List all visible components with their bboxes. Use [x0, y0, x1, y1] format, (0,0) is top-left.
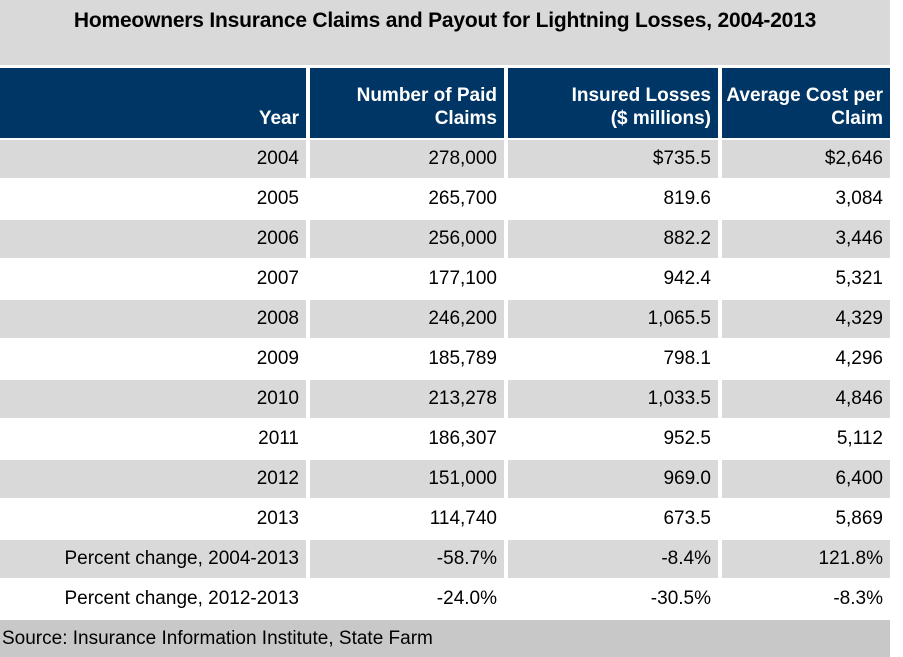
cell-year: Percent change, 2012-2013 — [64, 588, 299, 609]
table-row-2009: 2009 185,789 798.1 4,296 — [0, 340, 890, 380]
header-cell-paid-claims: Number of Paid Claims — [306, 68, 504, 138]
source-note: Source: Insurance Information Institute,… — [0, 620, 890, 657]
table-row-2004: 2004 278,000 $735.5 $2,646 — [0, 140, 890, 180]
table-title-bar: Homeowners Insurance Claims and Payout f… — [0, 0, 890, 65]
header-insured-losses-line2: ($ millions) — [610, 108, 711, 130]
cell-avg-cost: 3,446 — [718, 220, 890, 258]
cell-claims: 114,740 — [306, 500, 504, 538]
cell-claims: 246,200 — [306, 300, 504, 338]
cell-year: 2008 — [256, 308, 299, 329]
cell-avg-cost: 5,112 — [718, 420, 890, 458]
cell-year: 2005 — [256, 188, 299, 209]
cell-claims: 185,789 — [306, 340, 504, 378]
cell-claims: 177,100 — [306, 260, 504, 298]
cell-losses: 882.2 — [504, 220, 718, 258]
cell-year: 2007 — [256, 268, 299, 289]
cell-claims: 186,307 — [306, 420, 504, 458]
header-year-line2: Year — [258, 108, 299, 130]
cell-year: 2013 — [256, 508, 299, 529]
table-row-2006: 2006 256,000 882.2 3,446 — [0, 220, 890, 260]
cell-year: 2010 — [256, 388, 299, 409]
table-row-2011: 2011 186,307 952.5 5,112 — [0, 420, 890, 460]
table-row-pct-change-2004-2013: Percent change, 2004-2013 -58.7% -8.4% 1… — [0, 540, 890, 580]
cell-avg-cost: $2,646 — [718, 140, 890, 178]
cell-year: 2006 — [256, 228, 299, 249]
table-body: 2004 278,000 $735.5 $2,646 2005 265,700 … — [0, 140, 890, 620]
cell-losses: 942.4 — [504, 260, 718, 298]
cell-avg-cost: 5,321 — [718, 260, 890, 298]
cell-avg-cost: 4,846 — [718, 380, 890, 418]
table-header-row: Year Number of Paid Claims Insured Losse… — [0, 68, 890, 140]
cell-claims: 256,000 — [306, 220, 504, 258]
header-avg-cost-line2: Claim — [831, 108, 883, 130]
header-insured-losses-line1: Insured Losses — [571, 84, 711, 106]
header-paid-claims-line2: Claims — [434, 108, 497, 130]
cell-avg-cost: -8.3% — [718, 580, 890, 618]
cell-losses: 1,065.5 — [504, 300, 718, 338]
table-row-2007: 2007 177,100 942.4 5,321 — [0, 260, 890, 300]
header-avg-cost-line1: Average Cost per — [726, 84, 883, 106]
cell-claims: 278,000 — [306, 140, 504, 178]
table-row-2010: 2010 213,278 1,033.5 4,846 — [0, 380, 890, 420]
cell-claims: -24.0% — [306, 580, 504, 618]
header-cell-year: Year — [0, 68, 306, 138]
cell-claims: 213,278 — [306, 380, 504, 418]
table-row-pct-change-2012-2013: Percent change, 2012-2013 -24.0% -30.5% … — [0, 580, 890, 620]
header-paid-claims-line1: Number of Paid — [356, 84, 497, 106]
cell-year: 2011 — [258, 428, 299, 449]
header-cell-avg-cost: Average Cost per Claim — [718, 68, 890, 138]
cell-losses: -30.5% — [504, 580, 718, 618]
cell-avg-cost: 4,296 — [718, 340, 890, 378]
table-row-2013: 2013 114,740 673.5 5,869 — [0, 500, 890, 540]
cell-claims: 265,700 — [306, 180, 504, 218]
cell-losses: 673.5 — [504, 500, 718, 538]
cell-year: 2004 — [256, 148, 299, 169]
cell-avg-cost: 4,329 — [718, 300, 890, 338]
cell-avg-cost: 121.8% — [718, 540, 890, 578]
cell-losses: -8.4% — [504, 540, 718, 578]
table-row-2012: 2012 151,000 969.0 6,400 — [0, 460, 890, 500]
cell-year: 2012 — [256, 468, 299, 489]
table-row-2005: 2005 265,700 819.6 3,084 — [0, 180, 890, 220]
cell-losses: 798.1 — [504, 340, 718, 378]
cell-losses: 819.6 — [504, 180, 718, 218]
table-row-2008: 2008 246,200 1,065.5 4,329 — [0, 300, 890, 340]
page-title: Homeowners Insurance Claims and Payout f… — [73, 9, 817, 32]
cell-avg-cost: 3,084 — [718, 180, 890, 218]
cell-losses: 969.0 — [504, 460, 718, 498]
cell-year: Percent change, 2004-2013 — [64, 548, 299, 569]
header-cell-insured-losses: Insured Losses ($ millions) — [504, 68, 718, 138]
cell-avg-cost: 5,869 — [718, 500, 890, 538]
cell-claims: 151,000 — [306, 460, 504, 498]
cell-avg-cost: 6,400 — [718, 460, 890, 498]
cell-claims: -58.7% — [306, 540, 504, 578]
cell-losses: $735.5 — [504, 140, 718, 178]
cell-year: 2009 — [256, 348, 299, 369]
cell-losses: 952.5 — [504, 420, 718, 458]
cell-losses: 1,033.5 — [504, 380, 718, 418]
